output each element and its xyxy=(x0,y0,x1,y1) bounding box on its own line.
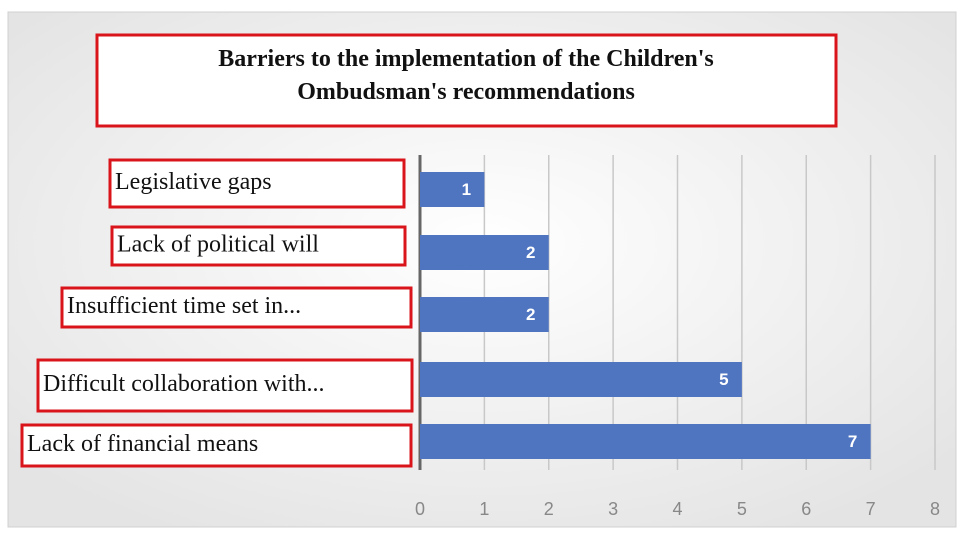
data-label: 1 xyxy=(462,180,471,199)
bar xyxy=(420,362,742,397)
category-box xyxy=(108,158,406,209)
data-label: 2 xyxy=(526,243,535,262)
data-label: 5 xyxy=(719,370,728,389)
y-tick-label: Lack of political will xyxy=(117,232,319,258)
category-box xyxy=(110,225,407,267)
chart-title: Barriers to the implementation of the Ch… xyxy=(218,46,714,105)
data-label: 2 xyxy=(526,305,535,324)
bar xyxy=(420,424,871,459)
x-tick-label: 7 xyxy=(866,499,876,519)
title-box xyxy=(95,33,838,128)
category-box xyxy=(20,423,413,468)
category-box xyxy=(60,286,413,329)
bar xyxy=(420,235,549,270)
x-tick-label: 5 xyxy=(737,499,747,519)
y-tick-label: Difficult collaboration with... xyxy=(43,371,325,397)
bar xyxy=(420,297,549,332)
x-tick-label: 4 xyxy=(672,499,682,519)
x-tick-label: 0 xyxy=(415,499,425,519)
y-tick-label: Legislative gaps xyxy=(115,169,272,195)
data-label: 7 xyxy=(848,432,857,451)
x-tick-label: 2 xyxy=(544,499,554,519)
y-tick-label: Insufficient time set in... xyxy=(67,293,301,319)
y-tick-label: Lack of financial means xyxy=(27,431,258,457)
x-tick-label: 1 xyxy=(479,499,489,519)
bar xyxy=(420,172,485,207)
x-tick-label: 8 xyxy=(930,499,940,519)
x-tick-label: 6 xyxy=(801,499,811,519)
x-tick-label: 3 xyxy=(608,499,618,519)
category-box xyxy=(36,358,414,413)
